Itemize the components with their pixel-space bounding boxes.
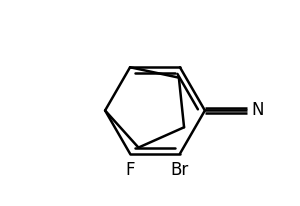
Text: Br: Br [171,161,189,179]
Text: N: N [251,102,263,119]
Text: F: F [125,161,135,179]
